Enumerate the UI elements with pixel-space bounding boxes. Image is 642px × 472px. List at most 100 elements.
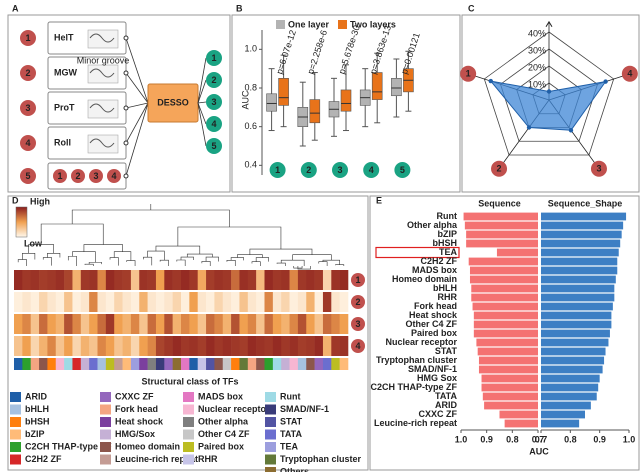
class-strip-cell [139,358,148,370]
heat-cell [197,292,207,312]
heat-cell [272,314,282,334]
connector [197,79,207,104]
heat-cell [214,292,224,312]
heat-cell [55,292,65,312]
combined-part: 4 [111,171,116,181]
heat-cell [206,314,215,334]
heat-cell [264,270,274,290]
bar [541,257,618,266]
bar [481,383,538,392]
heat-cell [14,292,23,312]
heat-cell [97,270,107,290]
legend-label: C2CH THAP-type ZF [25,441,112,451]
heat-cell [30,292,40,312]
dendrogram [177,226,282,250]
class-strip-cell [172,358,182,370]
row-label-badge [351,295,365,309]
heat-cell [64,270,73,290]
heat-cell [114,336,123,356]
dendrogram [147,250,165,261]
heat-cell [64,336,73,356]
feature-number-badge [20,168,36,184]
heat-cell [97,292,107,312]
heat-cell [206,336,215,356]
radar-point [568,128,574,133]
bar [466,230,538,239]
heat-cell [89,336,98,356]
dendrogram [276,262,286,266]
radar-point [526,125,532,130]
legend-swatch [265,454,276,465]
dendrogram [186,253,213,258]
heat-cell [130,336,140,356]
x-tick-label-badge [332,162,348,178]
r-tick-label: 40% [528,28,546,38]
bar [482,392,538,401]
icon-helix [89,103,115,113]
legend-label: RHR [198,454,218,464]
heat-cell [222,314,232,334]
heat-cell [30,270,40,290]
legend-swatch [100,454,111,465]
x-tick-label: 5 [400,165,405,175]
category-label: Other alpha [407,220,458,230]
heat-cell [339,314,349,334]
heat-cell [14,314,23,334]
class-strip-cell [264,358,274,370]
x-tick-label-badge [300,162,317,178]
legend-swatch [10,429,21,440]
class-strip-cell [272,358,282,370]
connector [197,101,207,104]
legend-swatch [10,404,21,415]
heat-cell [72,292,82,312]
combined-part-badge [71,169,85,183]
heat-cell [281,292,290,312]
legend-swatch [265,392,276,402]
output-number-badge [206,138,222,154]
output-number: 5 [211,141,216,151]
bar [466,239,538,248]
heat-cell [155,270,165,290]
feature-name: MGW [54,67,77,77]
legend-swatch [100,417,111,427]
class-strip-cell [222,358,232,370]
heat-cell [122,270,132,290]
heat-cell [122,336,132,356]
heat-cell [306,292,315,312]
heat-cell [289,314,299,334]
heat-cell [247,270,257,290]
bar [473,329,538,338]
legend-label: Nuclear receptor [198,404,270,414]
legend-label: ARID [25,391,47,401]
heat-cell [155,314,165,334]
legend-swatch [100,404,111,415]
heat-cell [331,314,340,334]
legend-label: Other alpha [198,416,249,426]
dendrogram [84,263,94,266]
feature-number-badge [20,30,36,46]
heat-cell [147,292,157,312]
heat-cell [39,270,48,290]
category-label: C2CH THAP-type ZF [370,382,457,392]
heat-cell [314,336,324,356]
connector-dot [123,105,129,111]
model-name: DESSO [157,97,189,107]
legend-label: SMAD/NF-1 [280,404,329,414]
heat-cell [189,336,198,356]
highlight-box [375,246,460,259]
row-label: 3 [355,319,360,329]
heat-cell [264,292,274,312]
heat-cell [114,292,123,312]
category-label: RHR [438,292,458,302]
heat-cell [80,336,90,356]
feature-number: 2 [25,68,30,78]
x-axis-label: AUC [529,446,549,456]
feature-number: 5 [25,171,30,181]
heat-cell [97,336,107,356]
dendrogram [126,260,136,266]
combined-part-badge [53,169,67,183]
legend-swatch [183,417,194,427]
heat-cell [122,314,132,334]
output-number: 4 [211,119,216,129]
heat-cell [322,336,332,356]
